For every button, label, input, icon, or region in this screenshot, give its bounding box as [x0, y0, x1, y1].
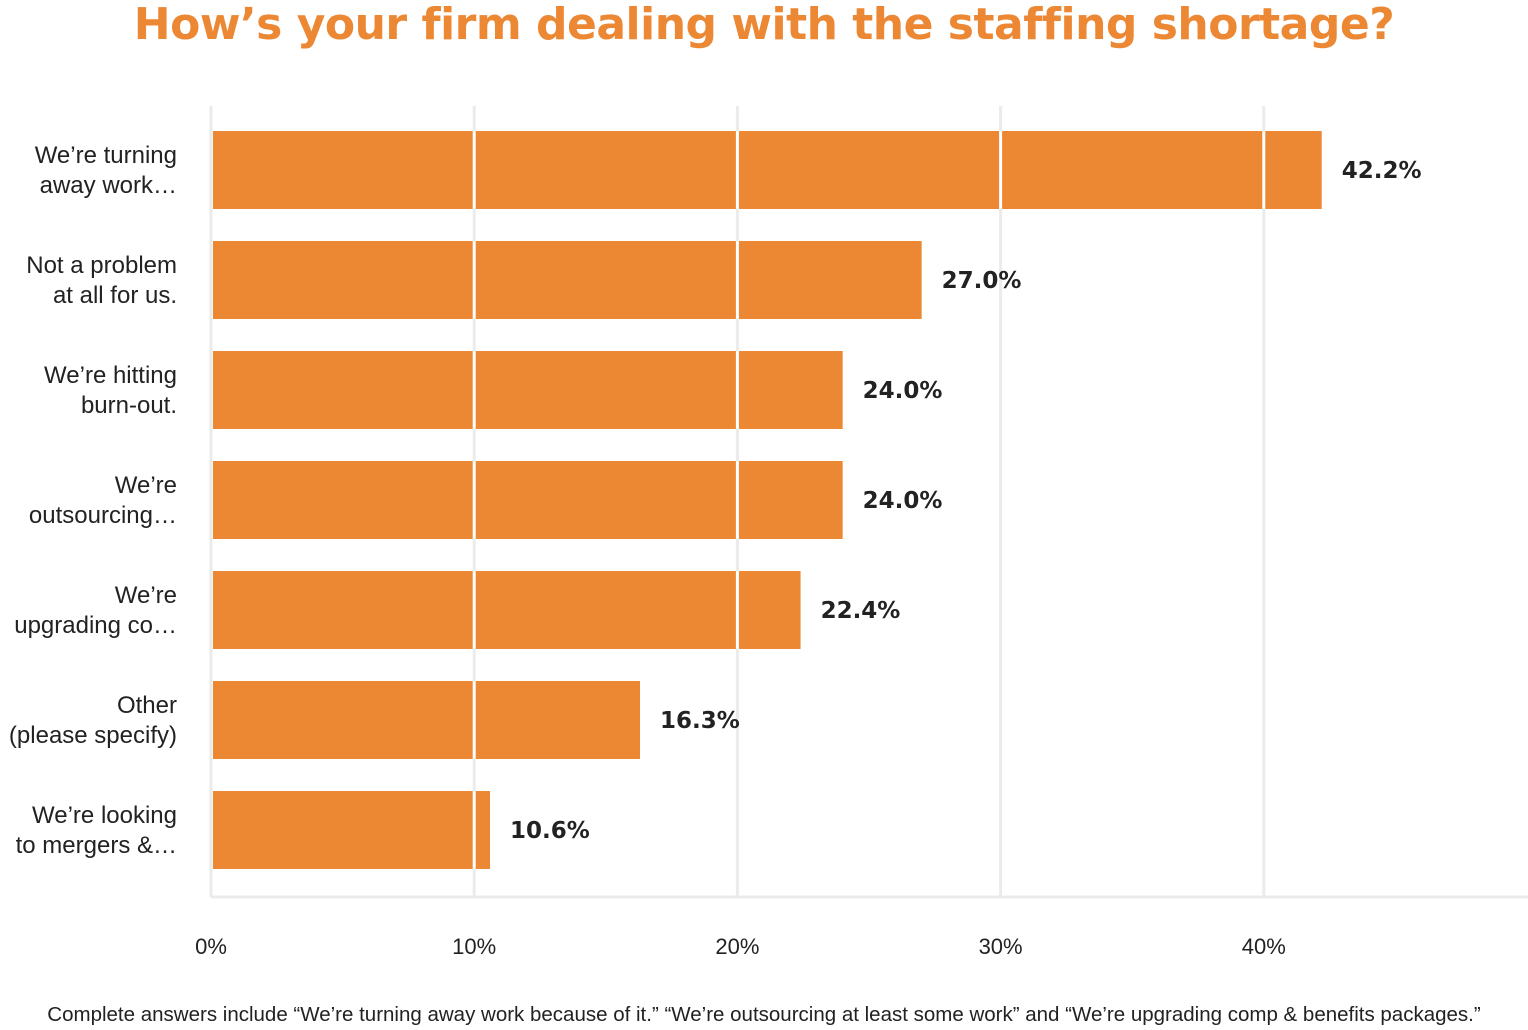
bar-4 — [213, 571, 801, 649]
category-label-1-line-0: Not a problem — [26, 252, 177, 279]
x-tick-label-0: 0% — [195, 934, 227, 959]
category-label-6-line-1: to mergers &… — [16, 832, 177, 859]
category-label-6-line-0: We’re looking — [32, 802, 177, 829]
category-label-5-line-1: (please specify) — [9, 722, 177, 749]
value-label-5: 16.3% — [660, 708, 740, 734]
bar-5 — [213, 681, 641, 759]
bar-6 — [213, 791, 490, 869]
chart-title: How’s your firm dealing with the staffin… — [133, 0, 1395, 50]
x-tick-label-3: 30% — [979, 934, 1023, 959]
value-label-0: 42.2% — [1342, 158, 1422, 184]
value-label-3: 24.0% — [863, 488, 943, 514]
category-label-2-line-0: We’re hitting — [44, 362, 177, 389]
value-label-4: 22.4% — [821, 598, 901, 624]
value-label-2: 24.0% — [863, 378, 943, 404]
category-label-1-line-1: at all for us. — [53, 282, 177, 309]
category-label-2-line-1: burn-out. — [81, 392, 177, 419]
value-label-6: 10.6% — [510, 818, 590, 844]
category-label-0-line-1: away work… — [40, 172, 177, 199]
category-label-3-line-1: outsourcing… — [29, 502, 177, 529]
category-label-4-line-1: upgrading co… — [14, 612, 177, 639]
x-tick-label-4: 40% — [1242, 934, 1286, 959]
category-label-0-line-0: We’re turning — [35, 142, 177, 169]
bar-1 — [213, 241, 922, 319]
value-label-1: 27.0% — [942, 268, 1022, 294]
bar-3 — [213, 461, 843, 539]
bar-0 — [213, 131, 1322, 209]
category-label-3-line-0: We’re — [115, 472, 177, 499]
category-label-4-line-0: We’re — [115, 582, 177, 609]
x-tick-label-1: 10% — [452, 934, 496, 959]
category-label-5-line-0: Other — [117, 692, 177, 719]
bar-2 — [213, 351, 843, 429]
x-tick-label-2: 20% — [715, 934, 759, 959]
footnote: Complete answers include “We’re turning … — [47, 1003, 1481, 1026]
